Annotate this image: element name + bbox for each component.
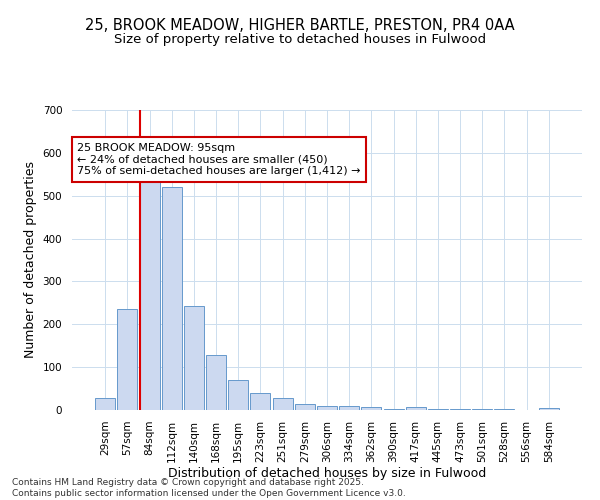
Bar (317, 406, 337, 410)
Bar (450, 409, 470, 410)
Bar (295, 404, 315, 410)
Bar (539, 408, 559, 410)
Bar (383, 409, 404, 410)
Bar (428, 409, 448, 410)
Bar (272, 398, 293, 410)
Bar (184, 306, 204, 410)
Text: 25, BROOK MEADOW, HIGHER BARTLE, PRESTON, PR4 0AA: 25, BROOK MEADOW, HIGHER BARTLE, PRESTON… (85, 18, 515, 32)
X-axis label: Distribution of detached houses by size in Fulwood: Distribution of detached houses by size … (168, 468, 486, 480)
Bar (162, 187, 182, 410)
Text: 25 BROOK MEADOW: 95sqm
← 24% of detached houses are smaller (450)
75% of semi-de: 25 BROOK MEADOW: 95sqm ← 24% of detached… (77, 143, 361, 176)
Bar (494, 409, 514, 410)
Text: Contains HM Land Registry data © Crown copyright and database right 2025.
Contai: Contains HM Land Registry data © Crown c… (12, 478, 406, 498)
Bar (472, 409, 492, 410)
Bar (250, 393, 271, 410)
Bar (118, 310, 137, 410)
Bar (140, 160, 160, 410)
Y-axis label: Number of detached properties: Number of detached properties (24, 162, 37, 358)
Bar (339, 406, 359, 410)
Bar (95, 398, 115, 410)
Bar (206, 355, 226, 410)
Bar (361, 408, 382, 410)
Text: Size of property relative to detached houses in Fulwood: Size of property relative to detached ho… (114, 32, 486, 46)
Bar (228, 380, 248, 410)
Bar (406, 407, 426, 410)
